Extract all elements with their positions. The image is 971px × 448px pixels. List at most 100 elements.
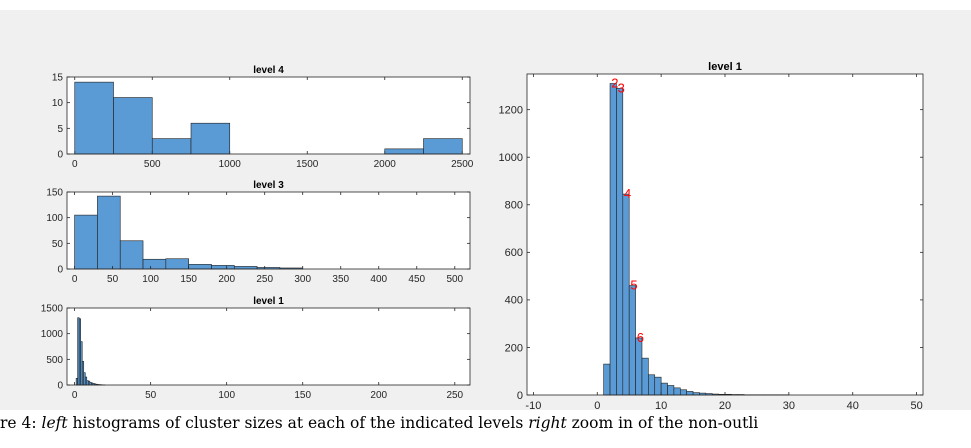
y-tick-label: 15: [52, 73, 64, 84]
axes-title: level 1: [253, 296, 284, 307]
y-tick-label: 0: [57, 265, 63, 276]
histogram-bar: [423, 138, 463, 155]
x-tick-label: 1500: [296, 159, 319, 170]
y-tick-label: 100: [46, 213, 63, 224]
axes-title: level 1: [708, 61, 742, 73]
x-tick-label: 300: [294, 274, 311, 285]
x-tick-label: 450: [408, 274, 425, 285]
y-tick-label: 50: [52, 239, 64, 250]
x-tick-label: 100: [142, 274, 159, 285]
histogram-bar: [648, 374, 656, 396]
figure-caption: ure 4: left histograms of cluster sizes …: [0, 410, 971, 448]
x-tick-label: 1000: [219, 159, 242, 170]
histogram-bar: [628, 285, 636, 396]
histogram-bar: [119, 240, 144, 270]
histogram-bar: [609, 83, 617, 396]
y-tick-label: 0: [517, 390, 523, 402]
axes-2: level 3 0 50 100 150 200 250 300 350 400 450 500 0 50…: [46, 180, 471, 285]
histogram-bar: [635, 337, 643, 396]
axes-4: level 1-10 0 10 20 30 40 500200400600800100012…: [499, 61, 924, 412]
x-tick-label: 200: [370, 390, 387, 401]
x-tick-label: 30: [783, 400, 795, 410]
x-tick-label: 200: [218, 274, 235, 285]
bar-annotation: 5: [630, 278, 637, 293]
histogram-bar: [74, 81, 114, 155]
histogram-bar: [603, 363, 611, 396]
x-tick-label: 2500: [451, 159, 474, 170]
histogram-bar: [74, 214, 98, 270]
caption-left-word: left: [41, 414, 68, 432]
axes-1: level 4 0 500 1000 1500 2000 2500 0 5 10 15: [52, 65, 474, 170]
x-tick-label: 400: [370, 274, 387, 285]
caption-prefix: ure 4:: [0, 414, 37, 432]
histogram-bar: [165, 258, 189, 270]
axes-title: level 3: [253, 180, 284, 191]
y-tick-label: 1000: [499, 152, 523, 164]
y-tick-label: 1500: [41, 304, 64, 315]
x-tick-label: 0: [594, 400, 600, 410]
x-tick-label: 40: [847, 400, 859, 410]
histogram-bar: [384, 148, 424, 155]
histogram-bar: [188, 264, 212, 270]
x-tick-label: 50: [145, 390, 157, 401]
axes-background: [67, 308, 470, 385]
axes-title: level 4: [253, 65, 284, 76]
histogram-bar: [660, 382, 668, 396]
axes-background: [527, 74, 923, 395]
y-tick-label: 200: [505, 342, 523, 354]
caption-middle: histograms of cluster sizes at each of t…: [67, 414, 529, 432]
histogram-bar: [151, 138, 192, 155]
y-tick-label: 1000: [41, 329, 64, 340]
histogram-bar: [686, 391, 694, 396]
histogram-bar: [113, 97, 153, 155]
y-tick-label: 0: [57, 150, 63, 161]
histogram-bar: [654, 376, 662, 396]
x-tick-label: 2000: [374, 159, 397, 170]
bar-annotation: 3: [618, 80, 625, 95]
y-tick-label: 10: [52, 98, 64, 109]
x-tick-label: 500: [446, 274, 463, 285]
axes-frame: [66, 76, 471, 155]
histogram-bar: [622, 193, 630, 396]
x-tick-label: 250: [446, 390, 463, 401]
y-tick-label: 1200: [499, 105, 523, 117]
caption-right-word: right: [528, 414, 567, 432]
x-tick-label: -10: [525, 400, 541, 410]
x-tick-label: 20: [719, 400, 731, 410]
x-tick-label: 50: [910, 400, 922, 410]
x-tick-label: 250: [256, 274, 273, 285]
y-tick-label: 5: [57, 124, 63, 135]
y-tick-label: 500: [46, 355, 63, 366]
y-tick-label: 600: [505, 247, 523, 259]
bar-annotation: 4: [624, 186, 631, 201]
histogram-bar: [667, 385, 675, 396]
x-tick-label: 150: [180, 274, 197, 285]
caption-suffix: zoom in of the non-outli: [566, 414, 759, 432]
y-tick-label: 400: [505, 295, 523, 307]
histogram-bar: [641, 357, 649, 396]
x-tick-label: 100: [218, 390, 235, 401]
bar-annotation: 6: [637, 330, 644, 345]
histogram-bar: [142, 258, 167, 270]
histogram-bar: [673, 387, 681, 396]
x-tick-label: 150: [294, 390, 311, 401]
x-tick-label: 0: [72, 274, 78, 285]
axes-frame: [66, 191, 471, 270]
x-tick-label: 10: [655, 400, 667, 410]
x-tick-label: 0: [72, 390, 78, 401]
x-tick-label: 50: [107, 274, 119, 285]
y-tick-label: 800: [505, 200, 523, 212]
bar-annotation: 2: [611, 76, 618, 91]
histogram-bar: [616, 87, 624, 396]
axes-3: level 1 0 50 100 150 200 250 0 500 1000 1500: [41, 296, 471, 401]
y-tick-label: 150: [46, 188, 63, 199]
x-tick-label: 0: [72, 159, 78, 170]
histogram-bar: [211, 265, 235, 270]
histogram-bar: [190, 122, 231, 155]
histogram-bar: [679, 389, 687, 396]
matlab-figure: level 4 0 500 1000 1500 2000 2500 0 5 10 15 level 3…: [0, 10, 971, 412]
y-tick-label: 0: [57, 381, 63, 392]
x-tick-label: 350: [332, 274, 349, 285]
x-tick-label: 500: [144, 159, 161, 170]
